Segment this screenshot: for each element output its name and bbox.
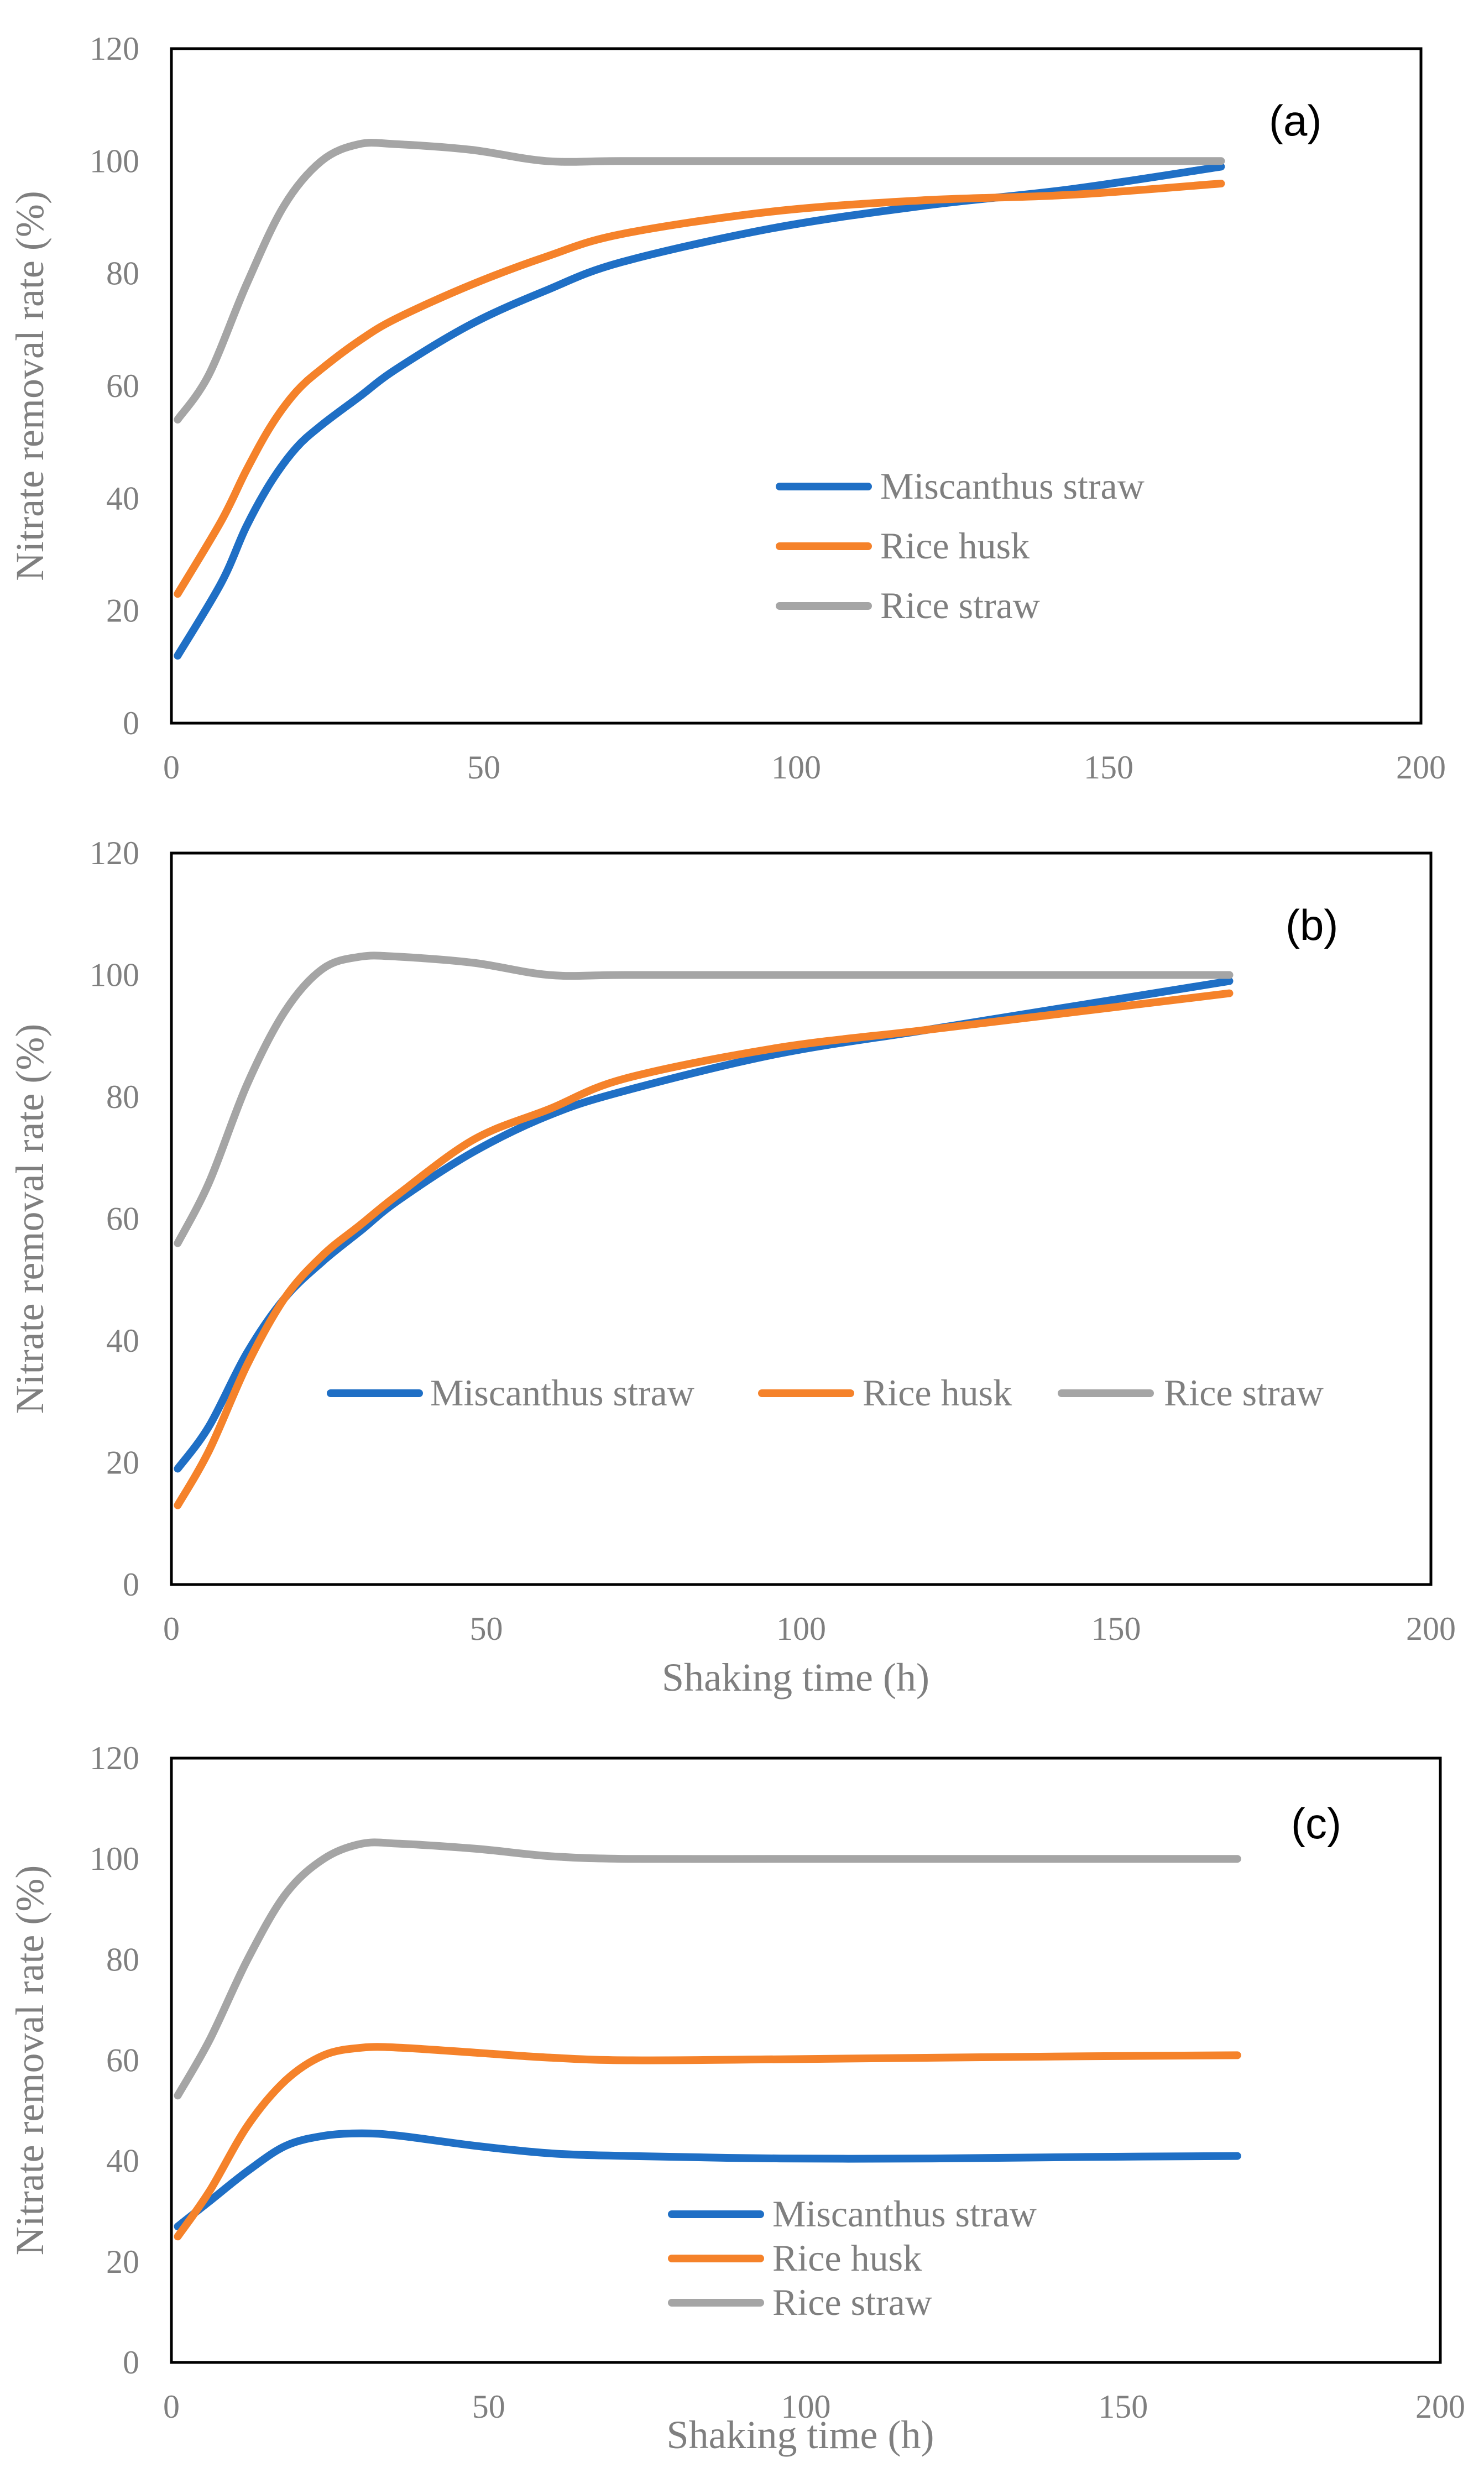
y-tick-label: 0 [123, 2344, 139, 2381]
y-tick-label: 20 [106, 593, 139, 629]
series-line-rice-husk [174, 2043, 1241, 2241]
panel-a: 0 20 40 60 80 100 120 0 50 100 150 200 Nitrate remov… [8, 30, 1446, 786]
y-tick-label: 60 [106, 1201, 139, 1237]
x-axis-title: Shaking time (h) [667, 2413, 934, 2457]
y-tick-label: 20 [106, 2244, 139, 2280]
plot-frame [170, 851, 1433, 1586]
y-tick-label: 100 [90, 143, 139, 179]
series-line-miscanthus-straw [174, 2129, 1241, 2231]
x-tick-label: 150 [1098, 2388, 1148, 2425]
x-tick-label: 200 [1415, 2388, 1465, 2425]
x-tick-label: 0 [163, 749, 180, 786]
legend-label: Rice straw [1164, 1372, 1324, 1414]
y-axis-title: Nitrate removal rate (%) [8, 1024, 52, 1414]
y-tick-label: 60 [106, 2042, 139, 2079]
x-tick-label: 50 [470, 1611, 503, 1647]
series-line-rice-straw [174, 951, 1234, 1247]
x-tick-label: 200 [1406, 1611, 1456, 1647]
legend-label: Rice straw [772, 2281, 932, 2323]
x-tick-label: 50 [467, 749, 500, 786]
x-tick-label: 100 [771, 749, 821, 786]
series-line-miscanthus-straw [174, 163, 1225, 660]
legend: Miscanthus straw Rice husk Rice straw [327, 1372, 1324, 1414]
y-tick-label: 120 [90, 1740, 139, 1776]
y-tick-label: 80 [106, 255, 139, 292]
legend-label: Rice husk [880, 525, 1030, 567]
y-tick-label: 100 [90, 957, 139, 994]
x-tick-label: 200 [1396, 749, 1446, 786]
y-tick-label: 20 [106, 1445, 139, 1481]
panel-label: (a) [1269, 96, 1321, 145]
y-tick-label: 120 [90, 835, 139, 871]
legend-label: Miscanthus straw [880, 465, 1145, 507]
legend-label: Rice husk [772, 2237, 922, 2279]
y-tick-label: 60 [106, 368, 139, 404]
x-tick-label: 150 [1091, 1611, 1141, 1647]
series-line-rice-straw [174, 1838, 1241, 2100]
legend-label: Rice straw [880, 584, 1040, 626]
x-tick-label: 0 [163, 2388, 180, 2425]
y-tick-label: 120 [90, 30, 139, 67]
y-tick-label: 0 [123, 705, 139, 741]
y-tick-label: 80 [106, 1941, 139, 1978]
x-tick-label: 100 [781, 2388, 831, 2425]
series-line-rice-husk [174, 180, 1225, 598]
x-tick-label: 0 [163, 1611, 180, 1647]
panel-b: 0 20 40 60 80 100 120 0 50 100 150 200 Nitrate remov… [8, 835, 1456, 1700]
y-axis-title: Nitrate removal rate (%) [8, 1865, 52, 2256]
x-axis-title: Shaking time (h) [662, 1655, 929, 1700]
y-tick-label: 100 [90, 1841, 139, 1877]
y-tick-label: 40 [106, 2143, 139, 2179]
x-tick-label: 100 [776, 1611, 826, 1647]
series-line-rice-husk [174, 989, 1234, 1509]
y-tick-label: 40 [106, 480, 139, 516]
y-tick-label: 80 [106, 1079, 139, 1115]
legend-label: Rice husk [863, 1372, 1012, 1414]
plot-frame [170, 47, 1423, 725]
panel-label: (c) [1291, 1799, 1341, 1848]
x-tick-label: 50 [472, 2388, 505, 2425]
panel-label: (b) [1286, 901, 1338, 949]
plot-frame [170, 1756, 1442, 2364]
legend: Miscanthus straw Rice husk Rice straw [776, 465, 1145, 626]
y-tick-label: 0 [123, 1566, 139, 1603]
x-tick-label: 150 [1084, 749, 1133, 786]
y-tick-label: 40 [106, 1322, 139, 1359]
legend-label: Miscanthus straw [430, 1372, 694, 1414]
legend-label: Miscanthus straw [772, 2193, 1037, 2235]
series-line-rice-straw [174, 139, 1225, 424]
panel-c: 0 20 40 60 80 100 120 0 50 100 150 200 Nitrate remov… [8, 1740, 1465, 2457]
y-axis-title: Nitrate removal rate (%) [8, 191, 52, 581]
